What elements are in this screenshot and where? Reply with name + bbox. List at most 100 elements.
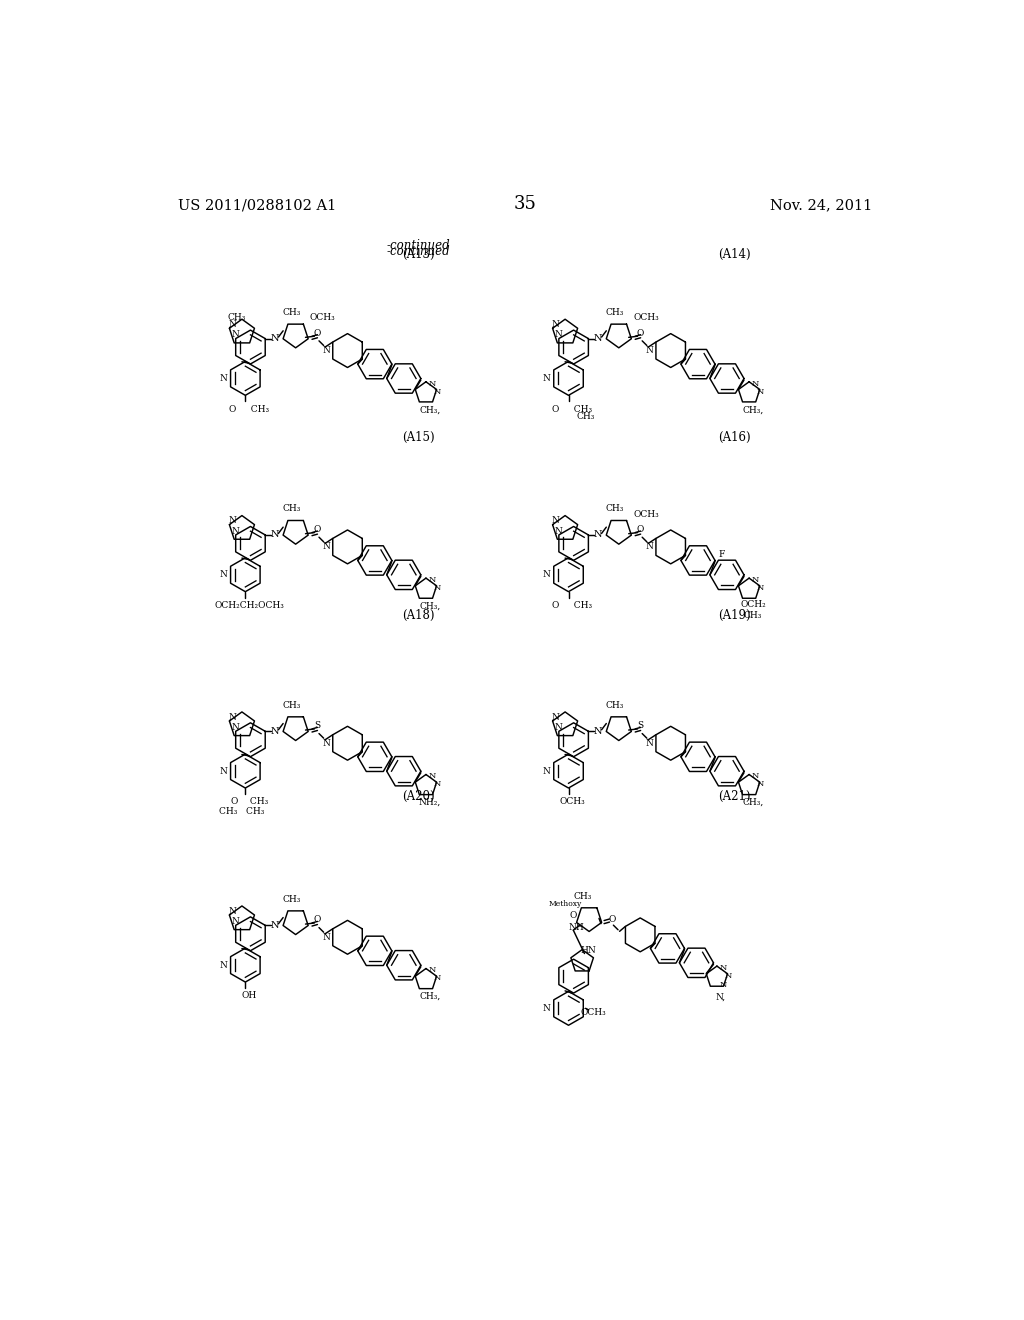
Text: N: N bbox=[552, 713, 560, 722]
Text: HN: HN bbox=[581, 946, 597, 956]
Text: O    CH₃: O CH₃ bbox=[230, 797, 268, 807]
Text: N: N bbox=[646, 739, 653, 747]
Text: F: F bbox=[718, 550, 724, 558]
Text: N: N bbox=[323, 933, 331, 941]
Text: N: N bbox=[552, 516, 560, 525]
Text: (A21): (A21) bbox=[718, 789, 751, 803]
Text: 35: 35 bbox=[513, 195, 537, 214]
Text: N: N bbox=[220, 374, 227, 383]
Text: N: N bbox=[228, 319, 237, 329]
Text: N: N bbox=[270, 727, 279, 735]
Text: CH₃,: CH₃, bbox=[419, 405, 440, 414]
Text: OCH₃: OCH₃ bbox=[633, 510, 658, 519]
Text: (A20): (A20) bbox=[402, 789, 435, 803]
Text: CH₃,: CH₃, bbox=[742, 799, 764, 807]
Text: N: N bbox=[231, 917, 240, 927]
Text: N: N bbox=[433, 388, 441, 396]
Text: N: N bbox=[543, 570, 551, 579]
Text: (A18): (A18) bbox=[402, 610, 435, 622]
Text: N: N bbox=[220, 570, 227, 579]
Text: CH₃,: CH₃, bbox=[419, 993, 440, 1001]
Text: CH₃: CH₃ bbox=[606, 504, 624, 513]
Text: N: N bbox=[433, 780, 441, 788]
Text: O: O bbox=[313, 525, 322, 535]
Text: -continued: -continued bbox=[387, 239, 451, 252]
Text: N: N bbox=[646, 543, 653, 552]
Text: OCH₃: OCH₃ bbox=[310, 313, 336, 322]
Text: OCH₃: OCH₃ bbox=[559, 797, 586, 807]
Text: O: O bbox=[313, 915, 322, 924]
Text: N: N bbox=[270, 334, 279, 343]
Text: N: N bbox=[757, 388, 764, 396]
Text: N: N bbox=[323, 346, 331, 355]
Text: O     CH₃: O CH₃ bbox=[229, 405, 269, 413]
Text: N: N bbox=[555, 330, 562, 339]
Text: CH₃: CH₃ bbox=[606, 701, 624, 710]
Text: N: N bbox=[720, 981, 727, 989]
Text: N: N bbox=[552, 319, 560, 329]
Text: CH₃: CH₃ bbox=[283, 701, 301, 710]
Text: O: O bbox=[569, 911, 577, 920]
Text: N: N bbox=[594, 531, 602, 540]
Text: N: N bbox=[594, 334, 602, 343]
Text: S: S bbox=[638, 721, 644, 730]
Text: S: S bbox=[314, 721, 321, 730]
Text: N: N bbox=[543, 374, 551, 383]
Text: N: N bbox=[323, 543, 331, 552]
Text: N: N bbox=[220, 961, 227, 970]
Text: N: N bbox=[752, 576, 760, 583]
Text: CH₃: CH₃ bbox=[227, 313, 246, 322]
Text: N: N bbox=[720, 964, 727, 972]
Text: N: N bbox=[757, 780, 764, 788]
Text: O     CH₃: O CH₃ bbox=[552, 601, 593, 610]
Text: (A14): (A14) bbox=[718, 248, 751, 261]
Text: N: N bbox=[543, 767, 551, 776]
Text: N: N bbox=[555, 527, 562, 536]
Text: OCH₃: OCH₃ bbox=[633, 313, 658, 322]
Text: OCH₃: OCH₃ bbox=[581, 1007, 606, 1016]
Text: CH₃,: CH₃, bbox=[742, 405, 764, 414]
Text: (A13): (A13) bbox=[402, 248, 435, 261]
Text: N: N bbox=[752, 380, 760, 388]
Text: Nov. 24, 2011: Nov. 24, 2011 bbox=[770, 198, 872, 213]
Text: N,: N, bbox=[716, 993, 726, 1002]
Text: US 2011/0288102 A1: US 2011/0288102 A1 bbox=[178, 198, 337, 213]
Text: NH₂,: NH₂, bbox=[419, 799, 441, 807]
Text: N: N bbox=[433, 974, 441, 982]
Text: N: N bbox=[433, 583, 441, 591]
Text: CH₃: CH₃ bbox=[577, 412, 595, 421]
Text: N: N bbox=[594, 727, 602, 735]
Text: CH₃,: CH₃, bbox=[419, 602, 440, 611]
Text: N: N bbox=[323, 739, 331, 747]
Text: CH₃: CH₃ bbox=[743, 611, 762, 620]
Text: N: N bbox=[555, 723, 562, 733]
Text: CH₃: CH₃ bbox=[573, 891, 592, 900]
Text: N: N bbox=[646, 346, 653, 355]
Text: O: O bbox=[608, 915, 615, 924]
Text: OH: OH bbox=[242, 991, 257, 1001]
Text: O: O bbox=[637, 329, 644, 338]
Text: Methoxy: Methoxy bbox=[549, 900, 582, 908]
Text: N: N bbox=[429, 380, 436, 388]
Text: N: N bbox=[228, 516, 237, 525]
Text: (A19): (A19) bbox=[718, 610, 751, 622]
Text: N: N bbox=[231, 330, 240, 339]
Text: CH₃: CH₃ bbox=[283, 504, 301, 513]
Text: O     CH₃: O CH₃ bbox=[552, 405, 593, 413]
Text: O: O bbox=[637, 525, 644, 535]
Text: -continued: -continued bbox=[387, 244, 451, 257]
Text: O: O bbox=[313, 329, 322, 338]
Text: N: N bbox=[220, 767, 227, 776]
Text: N: N bbox=[543, 1003, 551, 1012]
Text: CH₃   CH₃: CH₃ CH₃ bbox=[219, 807, 264, 816]
Text: N: N bbox=[752, 772, 760, 780]
Text: CH₃: CH₃ bbox=[283, 308, 301, 317]
Text: N: N bbox=[757, 583, 764, 591]
Text: N: N bbox=[228, 907, 237, 916]
Text: N: N bbox=[231, 723, 240, 733]
Text: N: N bbox=[429, 966, 436, 974]
Text: NH: NH bbox=[568, 923, 584, 932]
Text: (A15): (A15) bbox=[402, 430, 435, 444]
Text: (A16): (A16) bbox=[718, 430, 751, 444]
Text: N: N bbox=[228, 713, 237, 722]
